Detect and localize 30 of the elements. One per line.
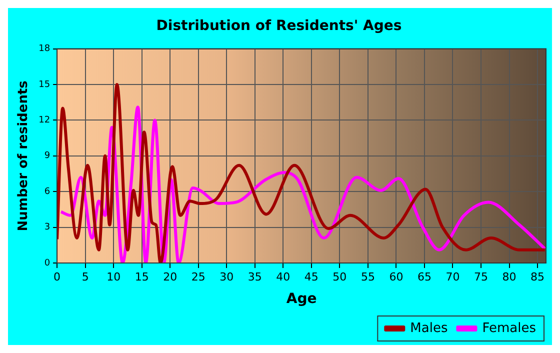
y-tick-label: 3 [44,222,50,233]
legend-label: Males [410,320,448,336]
legend-label: Females [482,320,536,336]
x-tick-label: 10 [106,270,121,284]
x-tick-label: 45 [304,270,318,284]
x-tick-label: 35 [248,270,262,284]
x-axis-title: Age [286,291,317,308]
y-axis-title: Number of residents [16,80,32,232]
y-tick-label: 0 [44,258,50,268]
x-tick-label: 55 [360,270,375,284]
x-tick-label: 25 [191,270,206,284]
y-tick-label: 6 [44,186,50,197]
x-tick-label: 75 [474,270,488,284]
x-tick-label: 30 [220,270,234,284]
y-tick-label: 15 [38,80,50,90]
x-tick-label: 40 [276,270,290,284]
x-tick-label: 65 [417,270,432,284]
x-tick-label: 20 [163,270,178,284]
x-tick-label: 5 [82,270,89,284]
chart-title: Distribution of Residents' Ages [156,18,402,34]
x-tick-label: 0 [54,270,61,284]
x-tick-label: 15 [134,270,149,284]
y-tick-label: 18 [38,44,50,54]
y-tick-label: 9 [44,151,50,162]
x-tick-label: 70 [446,270,460,284]
x-tick-label: 60 [389,270,404,284]
y-tick-label: 12 [38,116,50,126]
x-tick-label: 80 [502,270,516,284]
x-tick-label: 50 [332,270,347,284]
x-tick-label: 85 [530,270,545,284]
